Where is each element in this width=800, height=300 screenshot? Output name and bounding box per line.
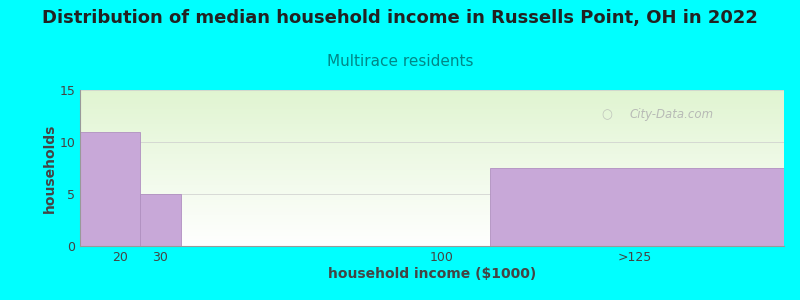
Text: Distribution of median household income in Russells Point, OH in 2022: Distribution of median household income … <box>42 9 758 27</box>
Text: Multirace residents: Multirace residents <box>326 54 474 69</box>
Bar <box>490 168 784 246</box>
Y-axis label: households: households <box>42 123 57 213</box>
X-axis label: household income ($1000): household income ($1000) <box>328 267 536 280</box>
Bar <box>80 132 140 246</box>
Bar <box>140 194 181 246</box>
Text: ○: ○ <box>601 109 612 122</box>
Text: City-Data.com: City-Data.com <box>629 109 714 122</box>
